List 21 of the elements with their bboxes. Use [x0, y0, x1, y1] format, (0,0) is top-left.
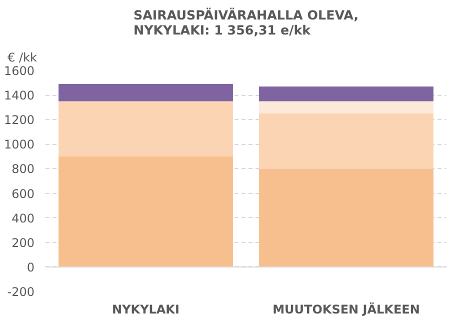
y-tick-label: 200 — [12, 236, 34, 250]
y-tick-label: 600 — [12, 186, 34, 201]
y-tick-label: 400 — [12, 211, 34, 226]
y-tick-label: 1000 — [4, 138, 35, 152]
bar — [58, 156, 233, 267]
bar — [259, 168, 434, 267]
bar — [259, 101, 434, 114]
bar — [58, 84, 233, 102]
y-axis-title: € /kk — [8, 50, 37, 64]
bar — [58, 101, 233, 156]
y-tick-label: -200 — [7, 285, 34, 299]
y-tick-label: 1400 — [4, 88, 35, 103]
y-tick-label: 0 — [26, 260, 35, 274]
y-tick-label: 800 — [12, 162, 34, 176]
chart-title: SAIRAUSPÄIVÄRAHALLA OLEVA, NYKYLAKI: 1 356,31 e/kk — [133, 8, 359, 38]
y-tick-label: 1200 — [4, 113, 35, 128]
x-tick-label: NYKYLAKI — [112, 302, 180, 316]
y-tick-label: 1600 — [4, 64, 35, 78]
x-tick-label: MUUTOKSEN JÄLKEEN — [272, 302, 420, 316]
bar — [259, 113, 434, 169]
bar — [259, 86, 434, 102]
